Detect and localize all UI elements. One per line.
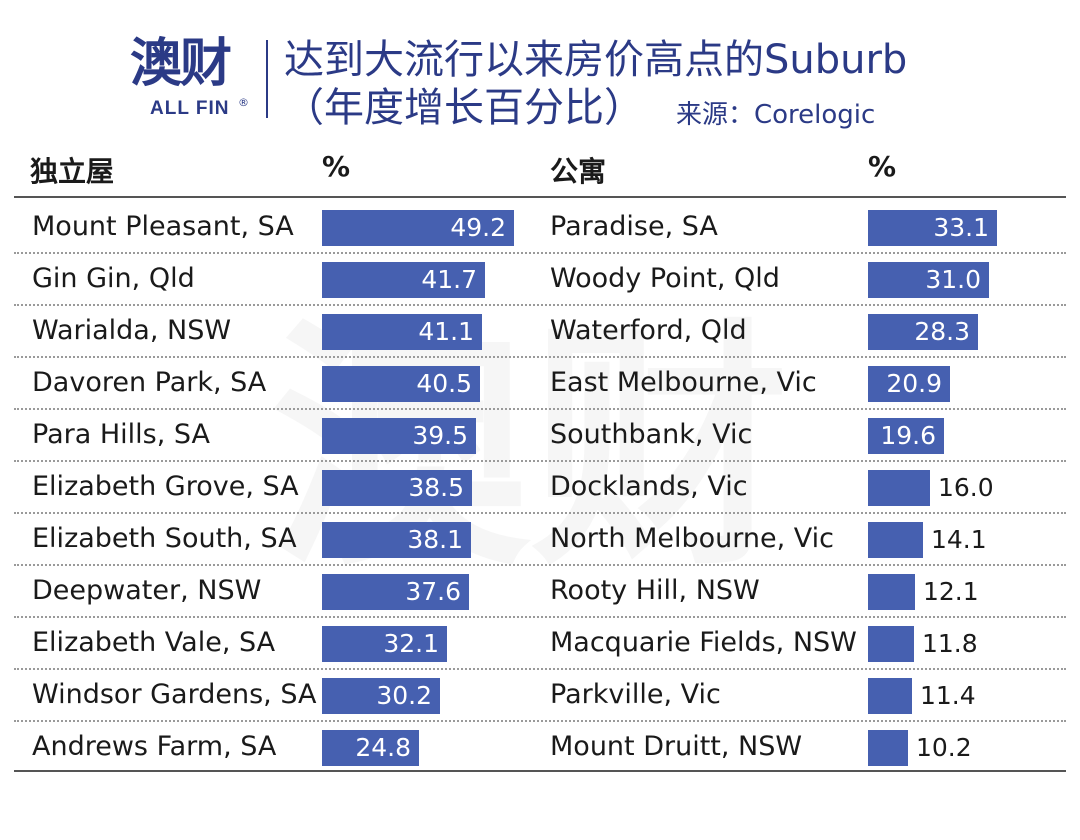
unit-value-label: 16.0 (938, 473, 994, 502)
house-bar (322, 418, 476, 454)
unit-value-label: 10.2 (916, 733, 972, 762)
unit-value-label: 33.1 (933, 213, 989, 242)
unit-value-label: 12.1 (923, 577, 979, 606)
house-value-label: 49.2 (450, 213, 506, 242)
registered-mark: ® (238, 96, 249, 109)
row-separator (14, 616, 1066, 618)
house-suburb-label: Windsor Gardens, SA (32, 679, 317, 710)
house-bar (322, 678, 440, 714)
unit-bar (868, 262, 989, 298)
house-suburb-label: Warialda, NSW (32, 315, 232, 346)
unit-value-label: 14.1 (931, 525, 987, 554)
unit-value-label: 31.0 (925, 265, 981, 294)
logo-chinese-text: 澳财 (130, 34, 232, 94)
unit-suburb-label: Macquarie Fields, NSW (550, 627, 857, 658)
unit-bar (868, 314, 978, 350)
house-value-label: 38.5 (408, 473, 464, 502)
unit-suburb-label: Woody Point, Qld (550, 263, 780, 294)
units-column-header: 公寓 (550, 155, 607, 188)
row-separator (14, 408, 1066, 410)
house-value-label: 30.2 (376, 681, 432, 710)
house-suburb-label: Gin Gin, Qld (32, 263, 195, 294)
house-suburb-label: Davoren Park, SA (32, 367, 267, 398)
row-separator (14, 356, 1066, 358)
unit-value-label: 11.8 (922, 629, 978, 658)
house-value-label: 37.6 (405, 577, 461, 606)
unit-suburb-label: Docklands, Vic (550, 471, 748, 502)
row-separator (14, 564, 1066, 566)
house-value-label: 40.5 (416, 369, 472, 398)
house-suburb-label: Para Hills, SA (32, 419, 210, 450)
house-suburb-label: Elizabeth South, SA (32, 523, 297, 554)
unit-bar (868, 730, 908, 766)
house-suburb-label: Deepwater, NSW (32, 575, 262, 606)
chart-title: 达到大流行以来房价高点的Suburb (284, 37, 908, 83)
house-value-label: 41.7 (421, 265, 477, 294)
house-value-label: 39.5 (412, 421, 468, 450)
unit-suburb-label: Waterford, Qld (550, 315, 747, 346)
unit-bar (868, 366, 950, 402)
row-separator (14, 720, 1066, 722)
unit-bar (868, 626, 914, 662)
house-value-label: 41.1 (418, 317, 474, 346)
house-bar (322, 574, 469, 610)
bottom-rule (14, 770, 1066, 772)
house-value-label: 24.8 (355, 733, 411, 762)
allfin-logo: 澳财 ALL FIN ® (130, 34, 256, 124)
logo-divider (266, 40, 268, 118)
logo-english-text: ALL FIN (150, 98, 230, 119)
unit-bar (868, 574, 915, 610)
house-bar (322, 522, 471, 558)
unit-bar (868, 470, 930, 506)
house-bar (322, 210, 514, 246)
unit-suburb-label: North Melbourne, Vic (550, 523, 835, 554)
unit-suburb-label: Paradise, SA (550, 211, 718, 242)
house-suburb-label: Elizabeth Vale, SA (32, 627, 276, 658)
unit-suburb-label: Southbank, Vic (550, 419, 753, 450)
house-value-label: 38.1 (407, 525, 463, 554)
chart-subtitle: （年度增长百分比） (284, 85, 644, 131)
unit-suburb-label: Parkville, Vic (550, 679, 721, 710)
unit-bar (868, 522, 923, 558)
row-separator (14, 460, 1066, 462)
unit-value-label: 28.3 (914, 317, 970, 346)
row-separator (14, 668, 1066, 670)
house-bar (322, 470, 472, 506)
units-percent-header: % (868, 150, 897, 183)
unit-bar (868, 418, 944, 454)
row-separator (14, 304, 1066, 306)
houses-percent-header: % (322, 150, 351, 183)
unit-suburb-label: Rooty Hill, NSW (550, 575, 760, 606)
unit-bar (868, 678, 912, 714)
house-bar (322, 730, 419, 766)
houses-column-header: 独立屋 (30, 155, 115, 188)
unit-bar (868, 210, 997, 246)
unit-value-label: 19.6 (880, 421, 936, 450)
house-bar (322, 626, 447, 662)
house-suburb-label: Andrews Farm, SA (32, 731, 277, 762)
unit-value-label: 20.9 (886, 369, 942, 398)
house-suburb-label: Elizabeth Grove, SA (32, 471, 299, 502)
chart-source: 来源：Corelogic (676, 100, 876, 130)
unit-suburb-label: East Melbourne, Vic (550, 367, 817, 398)
house-bar (322, 314, 482, 350)
house-value-label: 32.1 (383, 629, 439, 658)
unit-value-label: 11.4 (920, 681, 976, 710)
row-separator (14, 512, 1066, 514)
house-bar (322, 262, 485, 298)
unit-suburb-label: Mount Druitt, NSW (550, 731, 803, 762)
header-rule (14, 196, 1066, 198)
row-separator (14, 252, 1066, 254)
house-suburb-label: Mount Pleasant, SA (32, 211, 294, 242)
house-bar (322, 366, 480, 402)
